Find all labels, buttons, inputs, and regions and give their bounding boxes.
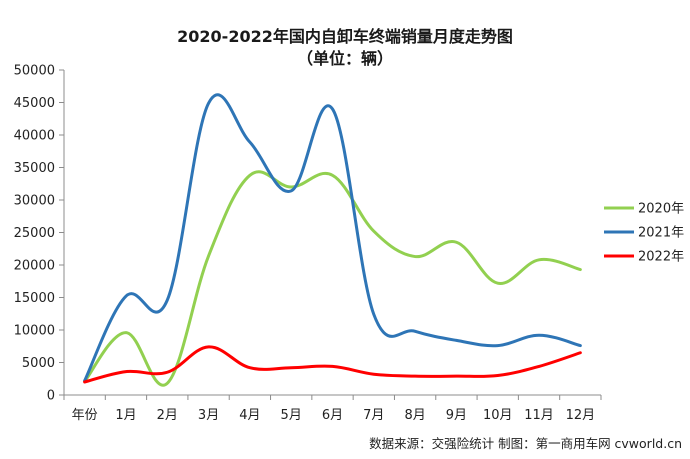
x-tick-label: 11月	[524, 408, 554, 423]
x-tick-label: 9月	[446, 408, 467, 423]
x-tick-label: 5月	[281, 408, 302, 423]
legend-label: 2022年	[638, 250, 684, 265]
y-tick-label: 5000	[22, 356, 55, 371]
series-line-3	[83, 345, 582, 384]
series-line-1	[83, 170, 582, 387]
series-line-2	[83, 93, 582, 383]
x-tick-label: 3月	[198, 408, 219, 423]
x-tick-label: 7月	[363, 408, 384, 423]
x-tick-label: 10月	[483, 408, 513, 423]
x-tick-label: 6月	[322, 408, 343, 423]
y-tick-label: 35000	[14, 161, 55, 176]
x-tick-label: 4月	[239, 408, 260, 423]
x-tick-label: 1月	[115, 408, 136, 423]
chart-subtitle: （单位：辆）	[297, 49, 393, 68]
y-tick-label: 30000	[14, 194, 55, 209]
x-tick-label: 8月	[404, 408, 425, 423]
y-tick-label: 15000	[14, 291, 55, 306]
legend: 2020年 2021年 2022年	[604, 202, 684, 265]
y-tick-label: 50000	[14, 64, 55, 79]
y-tick-label: 45000	[14, 96, 55, 111]
legend-label: 2020年	[638, 202, 684, 217]
source-note: 数据来源：交强险统计 制图：第一商用车网 cvworld.cn	[369, 436, 682, 451]
x-tick-label: 2月	[157, 408, 178, 423]
x-tick-label: 12月	[566, 408, 596, 423]
series-layer	[83, 93, 582, 387]
x-tick-label: 年份	[72, 408, 98, 423]
chart-title: 2020-2022年国内自卸车终端销量月度走势图	[177, 27, 513, 46]
y-tick-label: 25000	[14, 226, 55, 241]
y-tick-label: 40000	[14, 129, 55, 144]
y-tick-label: 10000	[14, 324, 55, 339]
y-tick-label: 0	[47, 389, 55, 404]
y-tick-label: 20000	[14, 259, 55, 274]
legend-label: 2021年	[638, 226, 684, 241]
y-axis: 0 5000 10000 15000 20000 25000 30000 35000 40000…	[14, 64, 65, 404]
x-axis: 年份 1月 2月 3月 4月 5月 6月 7月 8月 9月 10月 11月 12月	[63, 394, 602, 423]
